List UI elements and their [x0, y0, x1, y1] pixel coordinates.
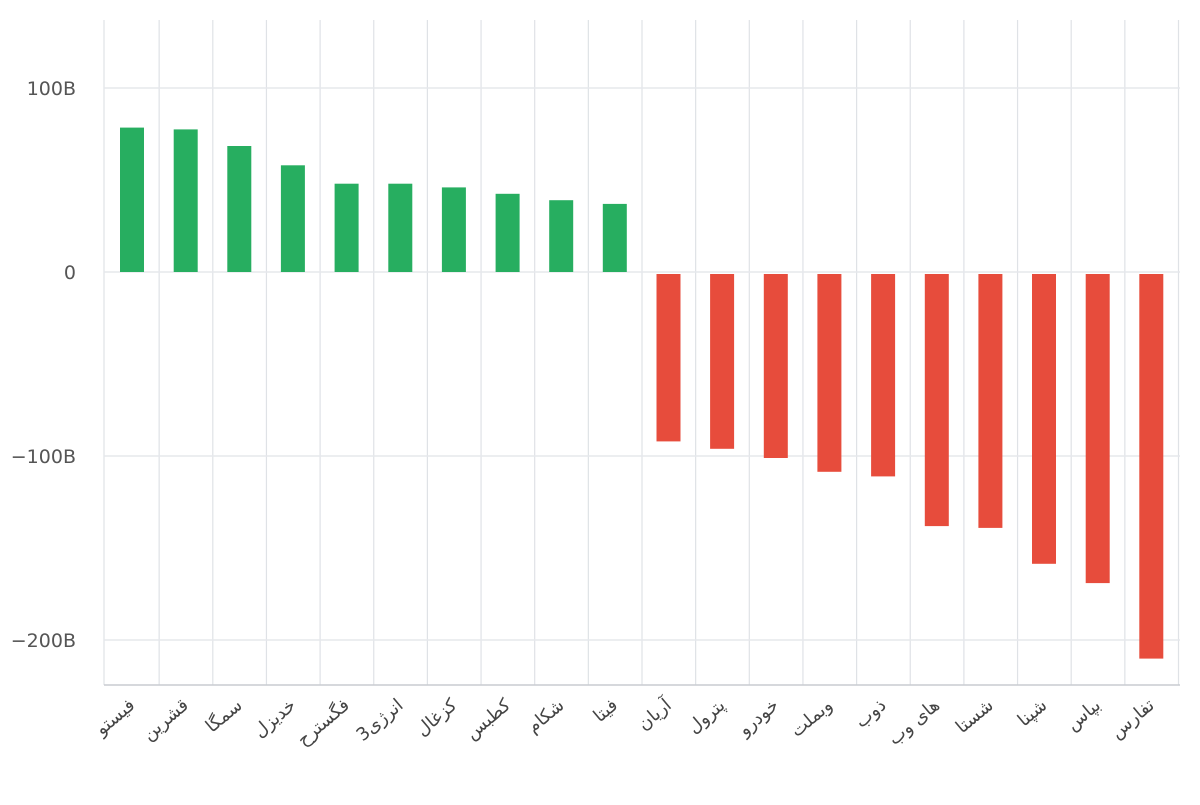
x-tick-label: خودرو: [734, 695, 783, 741]
x-tick-label: کزغال: [412, 694, 461, 740]
bar[interactable]: [549, 200, 574, 272]
y-axis-ticks: 100B 0 −100B −200B: [11, 78, 76, 652]
x-tick-label: فیتا: [589, 695, 622, 727]
y-tick-label: −200B: [11, 630, 76, 652]
x-tick-label: قشرین: [139, 695, 193, 745]
bar[interactable]: [1032, 274, 1056, 564]
bar[interactable]: [817, 274, 842, 472]
y-tick-label: 0: [64, 262, 76, 284]
x-tick-label: انرژی3: [352, 695, 407, 746]
x-tick-label: شپنا: [1014, 695, 1052, 731]
bar[interactable]: [120, 127, 144, 272]
bar[interactable]: [1085, 274, 1110, 584]
y-tick-label: 100B: [27, 78, 76, 100]
bar[interactable]: [763, 274, 788, 458]
bar[interactable]: [978, 274, 1003, 528]
x-tick-label: شکام: [523, 695, 568, 738]
x-tick-label: سمگا: [201, 694, 246, 737]
bar[interactable]: [227, 146, 252, 272]
horizontal-gridlines: [104, 87, 1180, 641]
bar[interactable]: [388, 183, 413, 272]
x-tick-label: تفارس: [1107, 695, 1159, 743]
x-tick-label: شستا: [952, 695, 998, 738]
bar[interactable]: [602, 203, 627, 272]
bar[interactable]: [656, 274, 681, 442]
bars: [120, 127, 1164, 659]
bar[interactable]: [871, 274, 896, 477]
bar[interactable]: [495, 193, 520, 272]
bar[interactable]: [924, 274, 949, 527]
bar[interactable]: [173, 129, 198, 272]
bar[interactable]: [710, 274, 735, 449]
x-tick-label: بپاس: [1062, 695, 1105, 735]
x-tick-label: کطبس: [462, 694, 515, 744]
x-tick-label: فیستو: [91, 695, 140, 741]
bar[interactable]: [334, 183, 359, 272]
x-tick-label: آریان: [632, 693, 676, 735]
bar[interactable]: [280, 165, 305, 272]
x-tick-label: وبملت: [787, 695, 837, 742]
bar[interactable]: [441, 187, 466, 272]
y-tick-label: −100B: [11, 446, 76, 468]
x-tick-label: فگسترح: [292, 694, 353, 750]
x-tick-label: ذوب: [851, 695, 890, 733]
bar[interactable]: [1139, 274, 1164, 659]
vertical-gridlines: [103, 20, 1180, 685]
x-tick-label: پترول: [684, 695, 730, 738]
x-tick-label: های وب: [884, 695, 944, 750]
